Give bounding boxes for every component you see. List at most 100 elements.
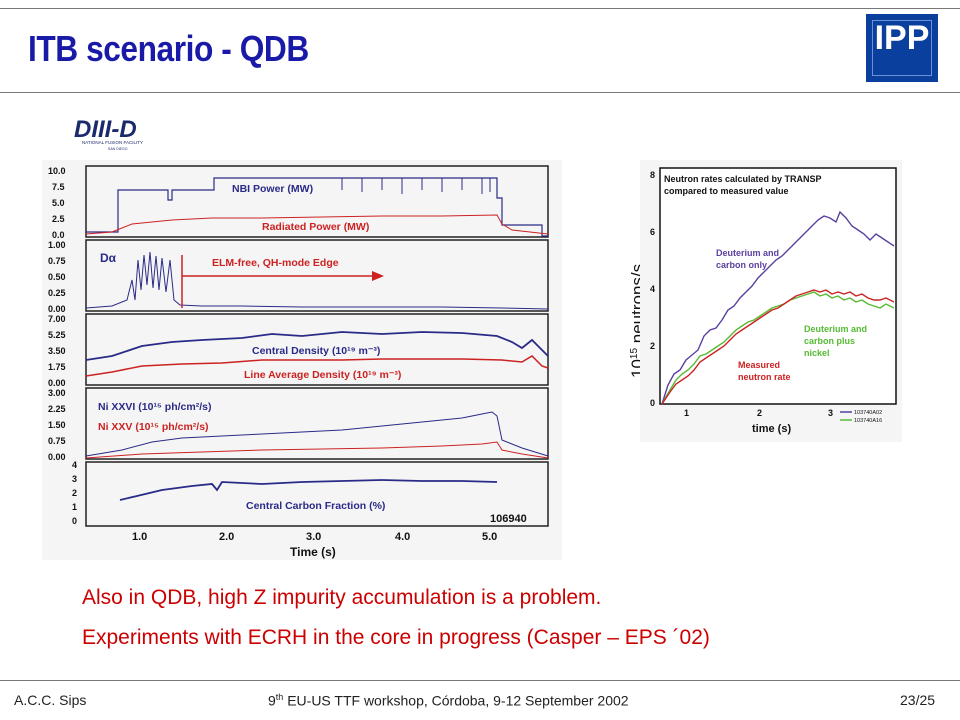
ytick: 2 xyxy=(650,341,655,351)
central-density-label: Central Density (10¹⁹ m⁻³) xyxy=(252,345,380,357)
bullet-line-2: Experiments with ECRH in the core in pro… xyxy=(82,626,710,649)
ni-xxv-trace xyxy=(85,441,549,459)
ipp-logo: IPP xyxy=(866,14,938,82)
annotation-deuterium-carbon-1: Deuterium and xyxy=(716,248,779,258)
panel-frame-dalpha xyxy=(85,239,549,312)
ytick: 4 xyxy=(72,460,77,470)
elm-free-arrowhead xyxy=(372,271,384,281)
ytick: 0.75 xyxy=(48,436,66,446)
panel-frame-carbon xyxy=(85,461,549,527)
ytick: 0 xyxy=(72,516,77,526)
title-rule xyxy=(0,92,960,93)
xtick: 2.0 xyxy=(219,531,234,543)
nbi-power-trace xyxy=(86,177,548,237)
ytick: 2.5 xyxy=(52,214,65,224)
xtick: 1 xyxy=(684,408,689,418)
legend-a02: 103740A02 xyxy=(854,410,882,416)
diii-d-time-traces-figure: 10.0 7.5 5.0 2.5 0.0 1.00 0.75 0.50 0.25… xyxy=(42,160,562,560)
left-xlabel: Time (s) xyxy=(290,545,336,559)
neutron-plot-frame xyxy=(659,167,897,405)
annotation-measured-2: neutron rate xyxy=(738,372,791,382)
footer-author: A.C.C. Sips xyxy=(14,692,87,708)
ni-xxvi-trace xyxy=(85,411,549,457)
ytick: 3.00 xyxy=(48,388,66,398)
annotation-nickel-3: nickel xyxy=(804,348,830,358)
top-rule xyxy=(0,8,960,9)
ytick: 7.5 xyxy=(52,182,65,192)
ni-xxvi-label: Ni XXVI (10¹⁵ ph/cm²/s) xyxy=(98,401,211,413)
ytick: 3.50 xyxy=(48,346,66,356)
annotation-measured-1: Measured xyxy=(738,360,780,370)
ytick: 0.75 xyxy=(48,256,66,266)
xtick: 2 xyxy=(757,408,762,418)
xtick: 5.0 xyxy=(482,531,497,543)
xtick: 4.0 xyxy=(395,531,410,543)
ytick: 0.00 xyxy=(48,304,66,314)
annotation-nickel-1: Deuterium and xyxy=(804,324,867,334)
nbi-modulation-ticks xyxy=(341,178,491,194)
neutron-title-line2: compared to measured value xyxy=(664,186,789,196)
diii-d-logo-sub2: SAN DIEGO xyxy=(108,147,128,151)
footer-event-rest: EU-US TTF workshop, Córdoba, 9-12 Septem… xyxy=(283,692,629,709)
central-density-trace xyxy=(85,331,549,361)
footer-event: 9th EU-US TTF workshop, Córdoba, 9-12 Se… xyxy=(268,692,629,709)
carbon-fraction-label: Central Carbon Fraction (%) xyxy=(246,500,385,512)
annotation-nickel-2: carbon plus xyxy=(804,336,855,346)
panel-frame-nbi xyxy=(85,165,549,238)
ipp-logo-text: IPP xyxy=(874,19,930,57)
ytick: 6 xyxy=(650,227,655,237)
ytick: 0.00 xyxy=(48,378,66,388)
radiated-power-label: Radiated Power (MW) xyxy=(262,221,369,233)
ytick: 0.25 xyxy=(48,288,66,298)
panel-frame-nickel xyxy=(85,387,549,460)
ytick: 2 xyxy=(72,488,77,498)
ni-xxv-label: Ni XXV (10¹⁵ ph/cm²/s) xyxy=(98,421,209,433)
slide-title: ITB scenario - QDB xyxy=(28,28,309,69)
ytick: 0.00 xyxy=(48,452,66,462)
ytick: 3 xyxy=(72,474,77,484)
ytick: 2.25 xyxy=(48,404,66,414)
nbi-power-label: NBI Power (MW) xyxy=(232,183,313,195)
ytick: 8 xyxy=(650,170,655,180)
right-xlabel: time (s) xyxy=(752,423,791,435)
bullet-line-1: Also in QDB, high Z impurity accumulatio… xyxy=(82,586,602,609)
ylabel-exp: 15 xyxy=(629,348,640,360)
neutron-title-line1: Neutron rates calculated by TRANSP xyxy=(664,174,822,184)
ytick: 0.0 xyxy=(52,230,65,240)
legend-a16: 103740A16 xyxy=(854,418,882,424)
diii-d-logo-main: DIII-D xyxy=(74,116,137,143)
neutron-rates-figure: 8 6 4 2 0 1 2 3 time (s) Neutron rates c… xyxy=(640,160,902,442)
ytick: 4 xyxy=(650,284,655,294)
footer-event-sup: th xyxy=(275,692,284,702)
footer-event-prefix: 9 xyxy=(268,692,276,709)
ytick: 1.75 xyxy=(48,362,66,372)
deuterium-carbon-trace xyxy=(661,210,895,405)
line-average-density-trace xyxy=(85,355,549,377)
footer-page-number: 23/25 xyxy=(900,692,936,708)
annotation-deuterium-carbon-2: carbon only xyxy=(716,260,767,270)
deuterium-carbon-nickel-trace xyxy=(661,291,895,405)
ytick: 10.0 xyxy=(48,166,66,176)
shot-number: 106940 xyxy=(490,513,527,525)
dalpha-trace xyxy=(85,251,549,310)
panel-frame-density xyxy=(85,313,549,386)
xtick: 3 xyxy=(828,408,833,418)
ytick: 1 xyxy=(72,502,77,512)
carbon-fraction-trace xyxy=(119,479,498,501)
xtick: 1.0 xyxy=(132,531,147,543)
ytick: 5.25 xyxy=(48,330,66,340)
diii-d-logo-sub1: NATIONAL FUSION FACILITY xyxy=(82,140,143,145)
elm-free-label: ELM-free, QH-mode Edge xyxy=(212,257,339,269)
ytick: 7.00 xyxy=(48,314,66,324)
ytick: 1.00 xyxy=(48,240,66,250)
ytick: 0 xyxy=(650,398,655,408)
diii-d-logo: DIII-D NATIONAL FUSION FACILITY SAN DIEG… xyxy=(72,110,172,155)
dalpha-label: Dα xyxy=(100,251,117,265)
ytick: 1.50 xyxy=(48,420,66,430)
footer-rule xyxy=(0,680,960,681)
ytick: 5.0 xyxy=(52,198,65,208)
xtick: 3.0 xyxy=(306,531,321,543)
line-average-density-label: Line Average Density (10¹⁹ m⁻³) xyxy=(244,369,401,381)
ytick: 0.50 xyxy=(48,272,66,282)
radiated-power-trace xyxy=(85,214,549,235)
